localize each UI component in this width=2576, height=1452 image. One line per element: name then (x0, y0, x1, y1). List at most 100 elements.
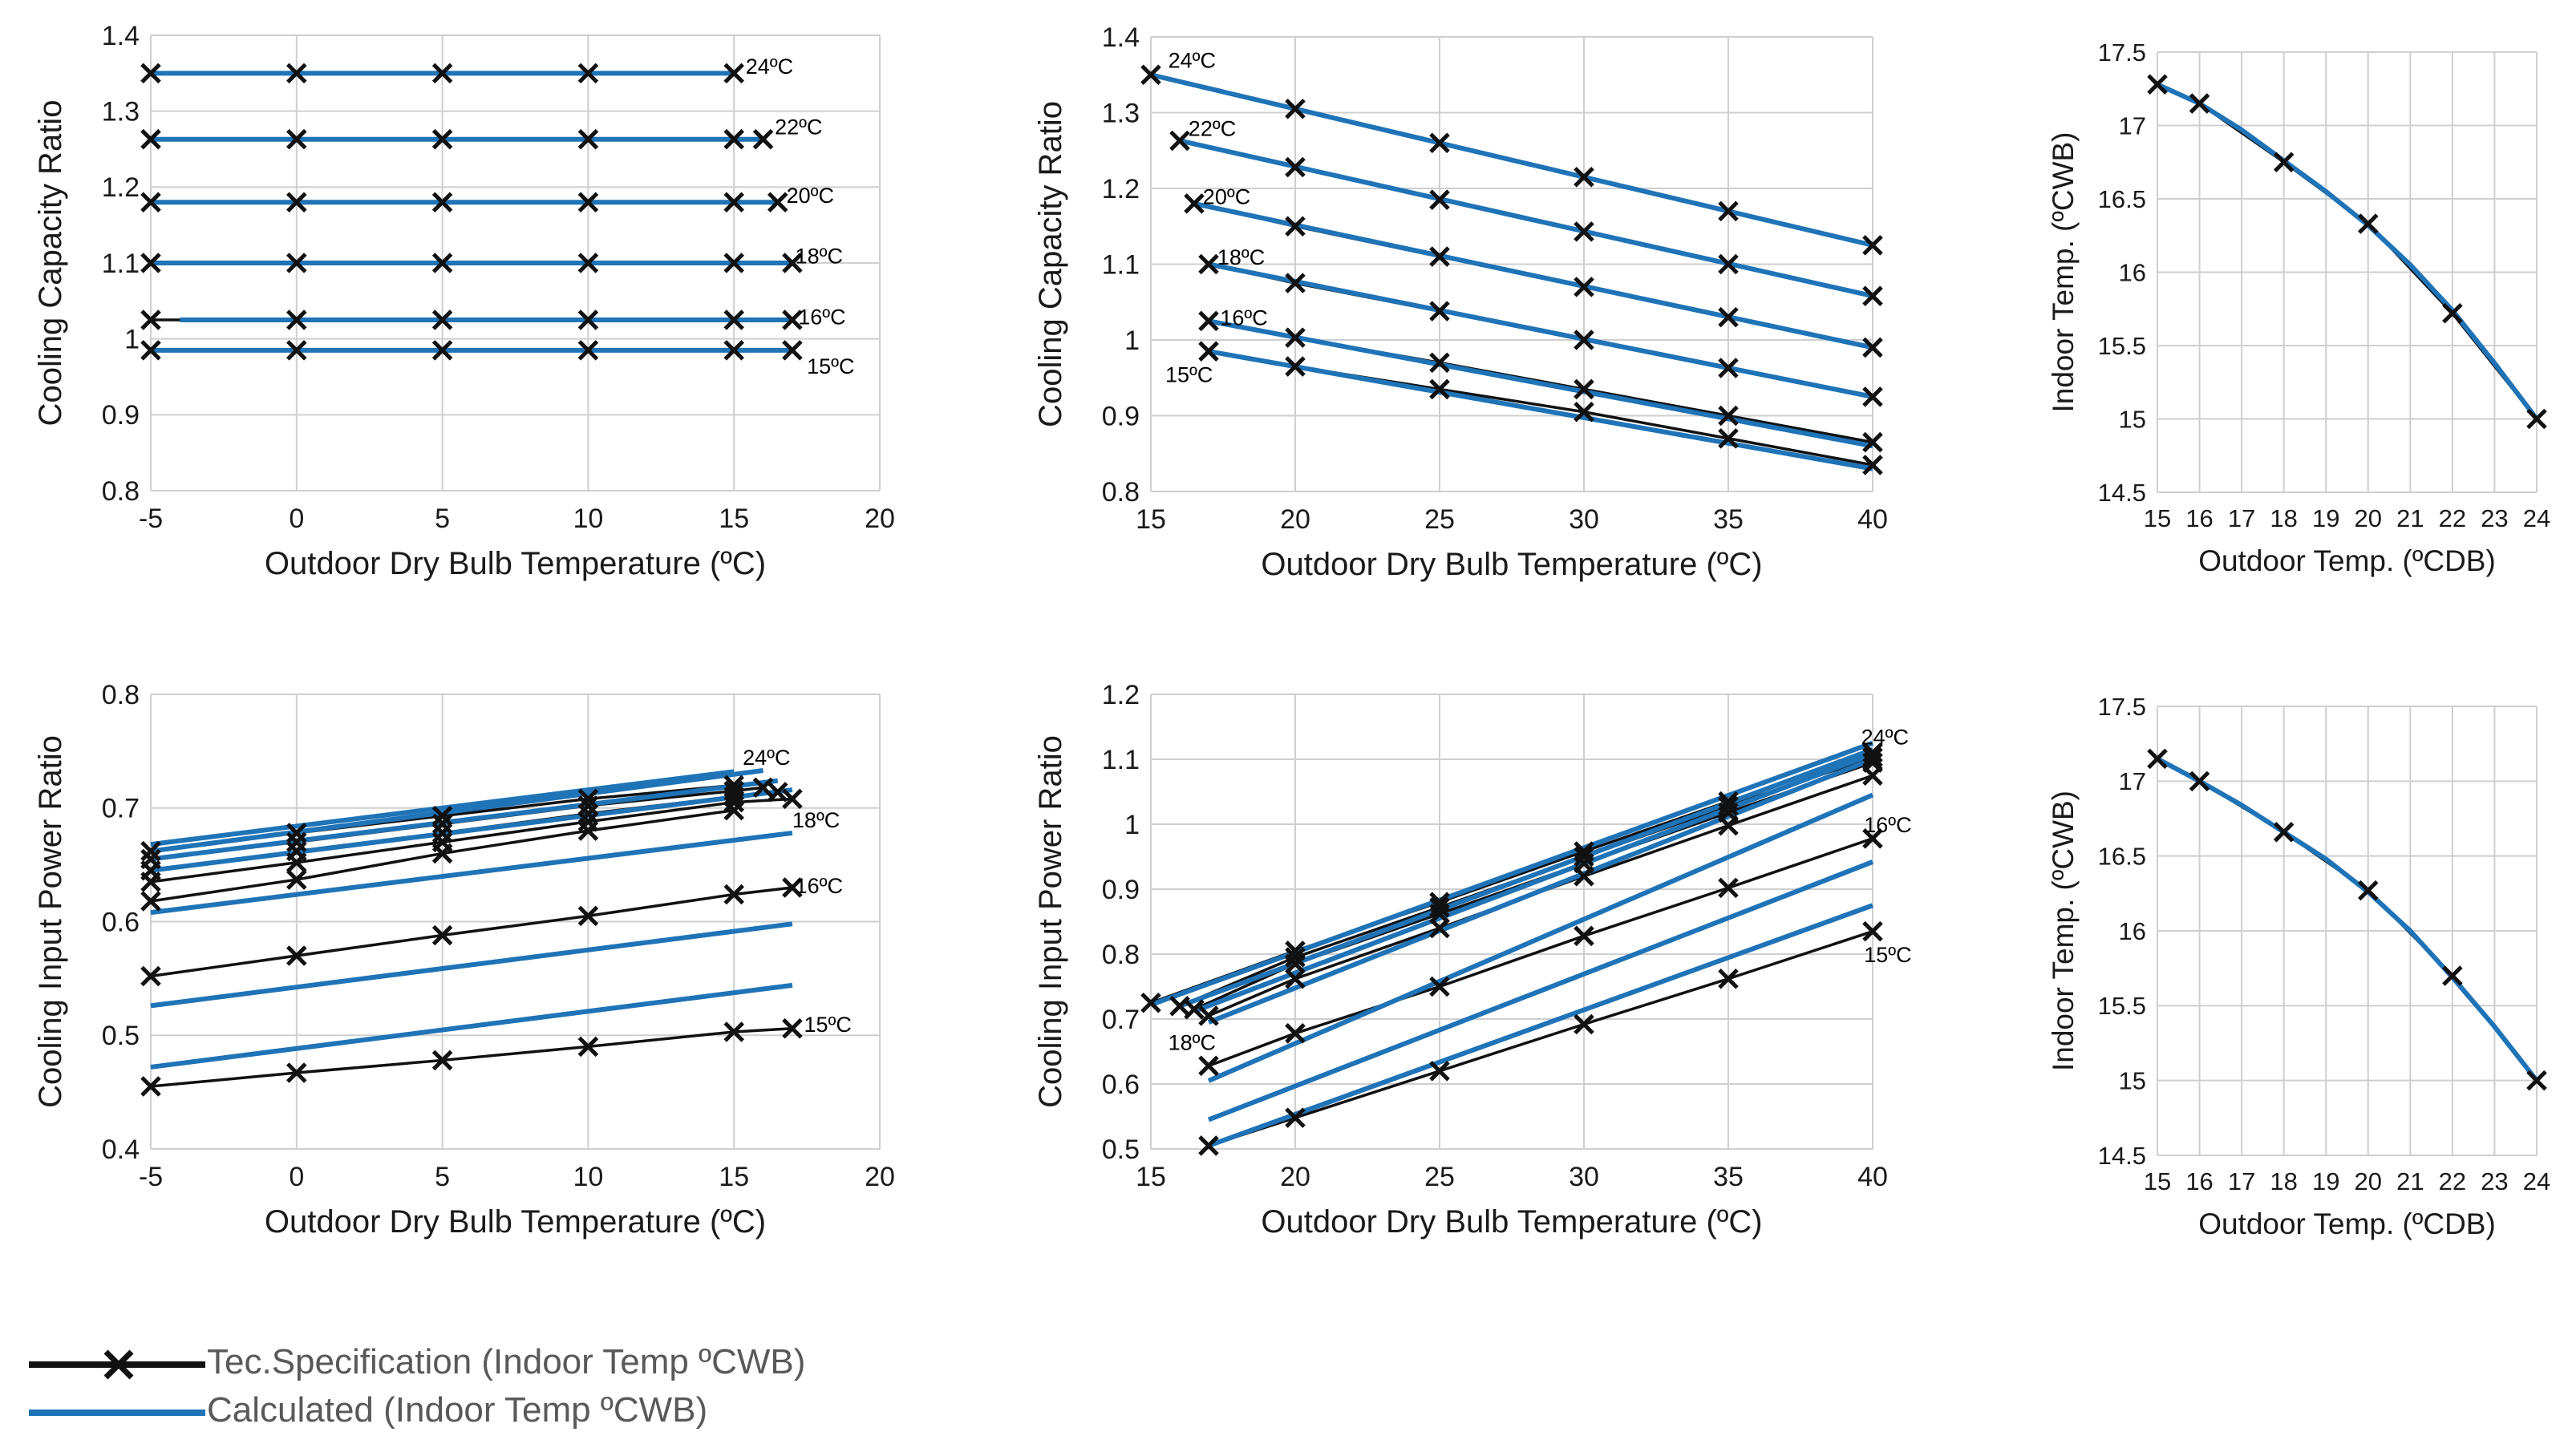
spec-marker (1169, 130, 1190, 152)
y-tick-label: 0.6 (1102, 1070, 1140, 1100)
spec-marker (1285, 156, 1306, 178)
temperature-annotation: 15ºC (1165, 363, 1213, 387)
y-tick-label: 0.8 (102, 476, 140, 507)
spec-marker (2358, 213, 2379, 234)
chart-br: 15 16 17 18 19 20 21 22 23 2414.51515.51616.51717… (2047, 693, 2550, 1240)
y-axis-title: Indoor Temp. (ºCWB) (2047, 791, 2080, 1071)
spec-marker (723, 799, 744, 821)
spec-marker (577, 63, 599, 84)
y-tick-label: 1.4 (1102, 22, 1140, 53)
spec-series-line (150, 886, 793, 978)
spec-marker (140, 891, 161, 912)
spec-marker (1574, 330, 1594, 350)
y-tick-label: 1.3 (102, 97, 140, 127)
y-axis-title: Cooling Input Power Ratio (33, 735, 68, 1108)
y-tick-label: 16.5 (2098, 843, 2146, 871)
y-tick-label: 0.6 (102, 907, 140, 937)
x-tick-label: 23 (2481, 1167, 2508, 1195)
spec-marker (2442, 965, 2463, 986)
legend: Tec.Specification (Indoor Temp ºCWB) Cal… (29, 1337, 991, 1434)
spec-marker (1198, 310, 1219, 332)
spec-series-line (150, 1026, 793, 1088)
spec-marker (2189, 93, 2210, 114)
x-tick-label: 5 (435, 504, 450, 534)
spec-marker (1285, 273, 1306, 293)
spec-marker (767, 192, 788, 213)
calc-series-line (150, 767, 763, 854)
y-tick-label: 1.1 (1102, 745, 1140, 775)
spec-marker (577, 788, 599, 810)
x-tick-label: 18 (2270, 1167, 2297, 1195)
legend-x-marker-icon (103, 1349, 134, 1380)
spec-marker (782, 788, 803, 810)
spec-marker (1285, 953, 1306, 974)
x-tick-label: 21 (2396, 504, 2424, 532)
x-tick-label: 20 (1280, 504, 1310, 535)
y-tick-label: 0.4 (102, 1135, 140, 1165)
spec-marker (1862, 920, 1883, 942)
spec-marker (723, 192, 744, 213)
spec-marker (767, 782, 788, 803)
spec-marker (1285, 1023, 1306, 1044)
calc-series-line (150, 778, 779, 862)
spec-marker (1429, 1061, 1450, 1082)
spec-marker (1285, 327, 1306, 348)
y-tick-label: 16 (2119, 258, 2146, 286)
spec-marker (1718, 428, 1739, 449)
y-tick-label: 0.8 (102, 680, 140, 710)
x-tick-label: 19 (2312, 1167, 2339, 1195)
spec-marker (577, 905, 599, 927)
spec-marker (2147, 74, 2168, 95)
spec-marker (431, 309, 453, 330)
spec-marker (2526, 408, 2547, 430)
spec-marker (431, 63, 453, 84)
spec-marker (1718, 815, 1739, 836)
spec-marker (1184, 999, 1205, 1020)
spec-series-line (1208, 929, 1873, 1147)
spec-marker (286, 309, 307, 330)
spec-marker (1862, 431, 1883, 453)
spec-marker (140, 965, 161, 987)
spec-marker (431, 805, 453, 827)
spec-marker (140, 1076, 161, 1097)
spec-marker (1198, 1135, 1219, 1156)
y-axis-title: Indoor Temp. (ºCWB) (2047, 131, 2080, 412)
calc-series-line (150, 830, 793, 916)
spec-marker (1862, 285, 1883, 306)
spec-marker (1574, 866, 1594, 887)
x-tick-label: 16 (2185, 504, 2213, 532)
spec-marker (286, 253, 307, 273)
x-tick-label: 20 (865, 504, 895, 534)
spec-marker (1429, 378, 1450, 400)
y-axis-title: Cooling Capacity Ratio (1033, 101, 1068, 427)
spec-marker (1718, 969, 1739, 989)
spec-marker (140, 253, 161, 273)
x-tick-label: 17 (2228, 1167, 2255, 1195)
spec-marker (1862, 337, 1883, 358)
spec-marker (1862, 828, 1883, 849)
temperature-annotation: 16ºC (798, 305, 845, 329)
spec-marker (140, 192, 161, 213)
x-tick-label: 20 (1280, 1162, 1310, 1192)
y-tick-label: 16.5 (2098, 185, 2146, 213)
x-tick-label: 22 (2439, 1167, 2466, 1195)
spec-marker (1718, 795, 1739, 817)
x-tick-label: 0 (289, 1162, 304, 1192)
x-tick-label: 20 (2355, 504, 2382, 532)
spec-marker (1574, 378, 1594, 400)
spec-marker (286, 192, 307, 213)
x-tick-label: -5 (139, 1162, 163, 1192)
spec-series-line (2157, 757, 2538, 1082)
spec-marker (1574, 167, 1594, 188)
temperature-annotation: 18ºC (792, 808, 840, 832)
spec-marker (723, 128, 744, 150)
calc-series-line (1193, 751, 1874, 1014)
calc-series-line (1208, 349, 1873, 471)
spec-marker (1574, 277, 1594, 297)
temperature-annotation: 20ºC (1203, 184, 1250, 208)
spec-series-line (2157, 83, 2538, 420)
spec-marker (1429, 896, 1450, 918)
spec-marker (1718, 877, 1739, 899)
spec-marker (782, 877, 803, 898)
y-tick-label: 14.5 (2098, 1142, 2146, 1170)
